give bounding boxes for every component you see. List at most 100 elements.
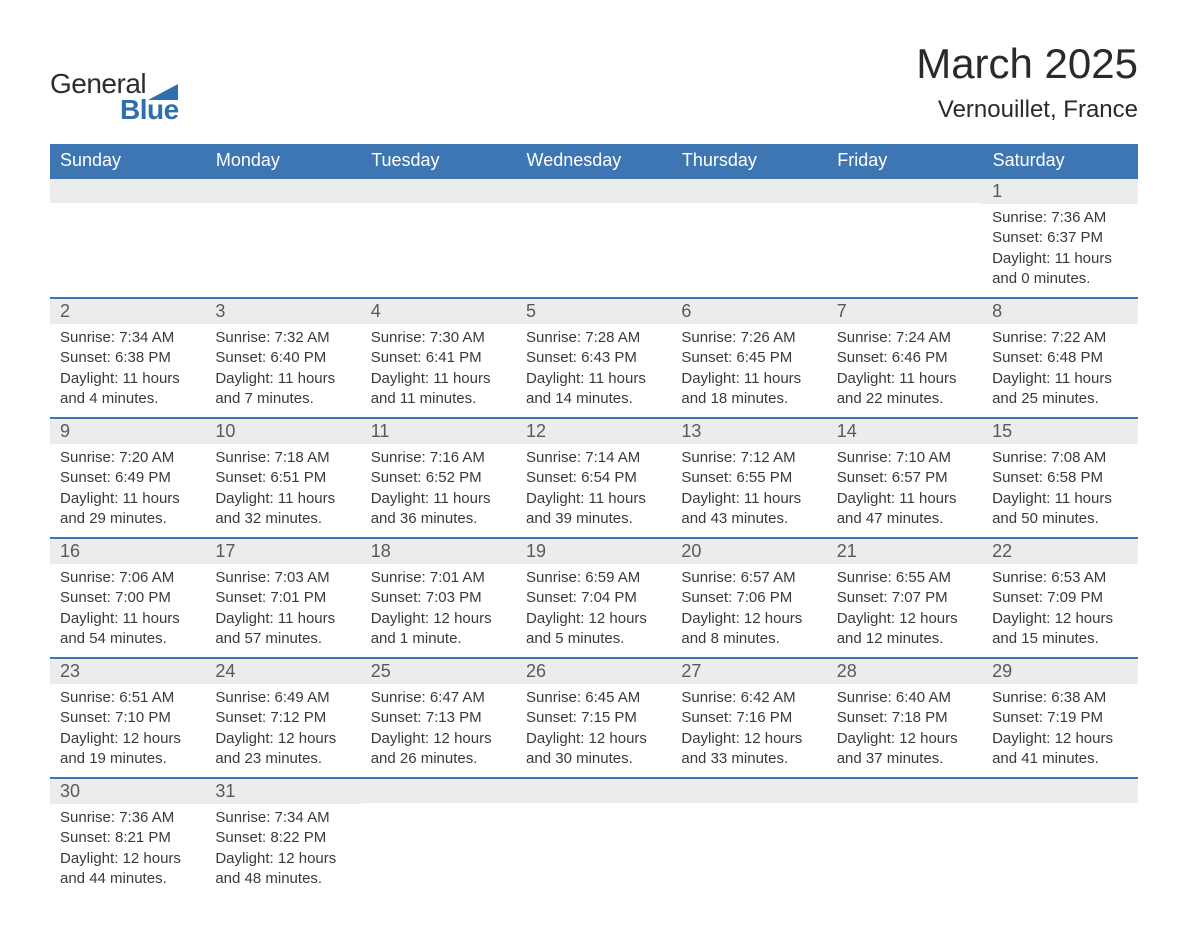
sunrise-text: Sunrise: 6:55 AM bbox=[837, 568, 972, 588]
sunset-text: Sunset: 7:00 PM bbox=[60, 588, 195, 608]
sunset-text: Sunset: 6:41 PM bbox=[371, 348, 506, 368]
calendar-day-cell: 21Sunrise: 6:55 AMSunset: 7:07 PMDayligh… bbox=[827, 538, 982, 658]
sunrise-text: Sunrise: 7:03 AM bbox=[215, 568, 350, 588]
calendar-day-cell: 3Sunrise: 7:32 AMSunset: 6:40 PMDaylight… bbox=[205, 298, 360, 418]
month-title: March 2025 bbox=[916, 40, 1138, 88]
daylight-text: Daylight: 12 hours and 15 minutes. bbox=[992, 609, 1127, 650]
day-number-empty bbox=[827, 179, 982, 203]
calendar-day-cell: 25Sunrise: 6:47 AMSunset: 7:13 PMDayligh… bbox=[361, 658, 516, 778]
day-number: 6 bbox=[671, 299, 826, 324]
sunset-text: Sunset: 7:19 PM bbox=[992, 708, 1127, 728]
sunrise-text: Sunrise: 7:26 AM bbox=[681, 328, 816, 348]
day-number: 9 bbox=[50, 419, 205, 444]
day-number: 31 bbox=[205, 779, 360, 804]
sunset-text: Sunset: 6:37 PM bbox=[992, 228, 1127, 248]
day-details: Sunrise: 6:45 AMSunset: 7:15 PMDaylight:… bbox=[516, 684, 671, 777]
daylight-text: Daylight: 11 hours and 43 minutes. bbox=[681, 489, 816, 530]
calendar-day-cell bbox=[982, 778, 1137, 897]
day-number: 26 bbox=[516, 659, 671, 684]
calendar-day-cell: 24Sunrise: 6:49 AMSunset: 7:12 PMDayligh… bbox=[205, 658, 360, 778]
logo-word2: Blue bbox=[120, 94, 179, 126]
weekday-header: Sunday bbox=[50, 144, 205, 178]
day-number: 5 bbox=[516, 299, 671, 324]
day-number: 23 bbox=[50, 659, 205, 684]
sunset-text: Sunset: 6:43 PM bbox=[526, 348, 661, 368]
sunrise-text: Sunrise: 6:38 AM bbox=[992, 688, 1127, 708]
calendar-day-cell: 8Sunrise: 7:22 AMSunset: 6:48 PMDaylight… bbox=[982, 298, 1137, 418]
calendar-day-cell: 5Sunrise: 7:28 AMSunset: 6:43 PMDaylight… bbox=[516, 298, 671, 418]
location-label: Vernouillet, France bbox=[916, 96, 1138, 124]
sunset-text: Sunset: 7:03 PM bbox=[371, 588, 506, 608]
sunset-text: Sunset: 7:07 PM bbox=[837, 588, 972, 608]
calendar-day-cell: 11Sunrise: 7:16 AMSunset: 6:52 PMDayligh… bbox=[361, 418, 516, 538]
day-details: Sunrise: 6:55 AMSunset: 7:07 PMDaylight:… bbox=[827, 564, 982, 657]
calendar-day-cell: 10Sunrise: 7:18 AMSunset: 6:51 PMDayligh… bbox=[205, 418, 360, 538]
daylight-text: Daylight: 12 hours and 37 minutes. bbox=[837, 729, 972, 770]
daylight-text: Daylight: 11 hours and 29 minutes. bbox=[60, 489, 195, 530]
calendar-week-row: 23Sunrise: 6:51 AMSunset: 7:10 PMDayligh… bbox=[50, 658, 1138, 778]
day-number-empty bbox=[671, 779, 826, 803]
sunrise-text: Sunrise: 6:45 AM bbox=[526, 688, 661, 708]
day-details: Sunrise: 7:22 AMSunset: 6:48 PMDaylight:… bbox=[982, 324, 1137, 417]
day-details: Sunrise: 7:20 AMSunset: 6:49 PMDaylight:… bbox=[50, 444, 205, 537]
day-details-empty bbox=[982, 803, 1137, 873]
calendar-day-cell bbox=[827, 178, 982, 298]
calendar-day-cell: 4Sunrise: 7:30 AMSunset: 6:41 PMDaylight… bbox=[361, 298, 516, 418]
calendar-body: 1Sunrise: 7:36 AMSunset: 6:37 PMDaylight… bbox=[50, 178, 1138, 897]
sunset-text: Sunset: 6:38 PM bbox=[60, 348, 195, 368]
sunset-text: Sunset: 7:09 PM bbox=[992, 588, 1127, 608]
daylight-text: Daylight: 12 hours and 8 minutes. bbox=[681, 609, 816, 650]
daylight-text: Daylight: 11 hours and 0 minutes. bbox=[992, 249, 1127, 290]
sunrise-text: Sunrise: 7:06 AM bbox=[60, 568, 195, 588]
day-number: 4 bbox=[361, 299, 516, 324]
calendar-day-cell: 9Sunrise: 7:20 AMSunset: 6:49 PMDaylight… bbox=[50, 418, 205, 538]
calendar-day-cell: 29Sunrise: 6:38 AMSunset: 7:19 PMDayligh… bbox=[982, 658, 1137, 778]
sunrise-text: Sunrise: 7:36 AM bbox=[60, 808, 195, 828]
calendar-day-cell: 19Sunrise: 6:59 AMSunset: 7:04 PMDayligh… bbox=[516, 538, 671, 658]
sunrise-text: Sunrise: 7:22 AM bbox=[992, 328, 1127, 348]
calendar-day-cell: 1Sunrise: 7:36 AMSunset: 6:37 PMDaylight… bbox=[982, 178, 1137, 298]
day-number-empty bbox=[516, 179, 671, 203]
day-number: 18 bbox=[361, 539, 516, 564]
day-number: 29 bbox=[982, 659, 1137, 684]
day-details: Sunrise: 6:42 AMSunset: 7:16 PMDaylight:… bbox=[671, 684, 826, 777]
calendar-day-cell bbox=[671, 178, 826, 298]
day-number: 27 bbox=[671, 659, 826, 684]
day-details: Sunrise: 7:06 AMSunset: 7:00 PMDaylight:… bbox=[50, 564, 205, 657]
day-details: Sunrise: 7:36 AMSunset: 8:21 PMDaylight:… bbox=[50, 804, 205, 897]
weekday-header: Monday bbox=[205, 144, 360, 178]
sunrise-text: Sunrise: 7:30 AM bbox=[371, 328, 506, 348]
calendar-day-cell: 20Sunrise: 6:57 AMSunset: 7:06 PMDayligh… bbox=[671, 538, 826, 658]
sunrise-text: Sunrise: 7:32 AM bbox=[215, 328, 350, 348]
daylight-text: Daylight: 12 hours and 19 minutes. bbox=[60, 729, 195, 770]
calendar-week-row: 1Sunrise: 7:36 AMSunset: 6:37 PMDaylight… bbox=[50, 178, 1138, 298]
day-number: 2 bbox=[50, 299, 205, 324]
calendar-day-cell bbox=[671, 778, 826, 897]
day-number: 25 bbox=[361, 659, 516, 684]
day-details: Sunrise: 7:12 AMSunset: 6:55 PMDaylight:… bbox=[671, 444, 826, 537]
day-details: Sunrise: 7:28 AMSunset: 6:43 PMDaylight:… bbox=[516, 324, 671, 417]
sunset-text: Sunset: 7:12 PM bbox=[215, 708, 350, 728]
sunrise-text: Sunrise: 7:36 AM bbox=[992, 208, 1127, 228]
calendar-week-row: 16Sunrise: 7:06 AMSunset: 7:00 PMDayligh… bbox=[50, 538, 1138, 658]
calendar-day-cell: 2Sunrise: 7:34 AMSunset: 6:38 PMDaylight… bbox=[50, 298, 205, 418]
day-details: Sunrise: 7:36 AMSunset: 6:37 PMDaylight:… bbox=[982, 204, 1137, 297]
sunset-text: Sunset: 6:57 PM bbox=[837, 468, 972, 488]
calendar-day-cell bbox=[205, 178, 360, 298]
day-details: Sunrise: 7:34 AMSunset: 6:38 PMDaylight:… bbox=[50, 324, 205, 417]
day-details: Sunrise: 6:53 AMSunset: 7:09 PMDaylight:… bbox=[982, 564, 1137, 657]
day-details: Sunrise: 6:38 AMSunset: 7:19 PMDaylight:… bbox=[982, 684, 1137, 777]
calendar-day-cell: 12Sunrise: 7:14 AMSunset: 6:54 PMDayligh… bbox=[516, 418, 671, 538]
calendar-header-row: SundayMondayTuesdayWednesdayThursdayFrid… bbox=[50, 144, 1138, 178]
day-number: 24 bbox=[205, 659, 360, 684]
day-details-empty bbox=[516, 803, 671, 873]
day-details: Sunrise: 7:14 AMSunset: 6:54 PMDaylight:… bbox=[516, 444, 671, 537]
sunrise-text: Sunrise: 6:49 AM bbox=[215, 688, 350, 708]
day-number: 10 bbox=[205, 419, 360, 444]
daylight-text: Daylight: 12 hours and 1 minute. bbox=[371, 609, 506, 650]
day-number-empty bbox=[361, 179, 516, 203]
daylight-text: Daylight: 11 hours and 36 minutes. bbox=[371, 489, 506, 530]
daylight-text: Daylight: 11 hours and 54 minutes. bbox=[60, 609, 195, 650]
sunrise-text: Sunrise: 7:01 AM bbox=[371, 568, 506, 588]
sunset-text: Sunset: 7:13 PM bbox=[371, 708, 506, 728]
